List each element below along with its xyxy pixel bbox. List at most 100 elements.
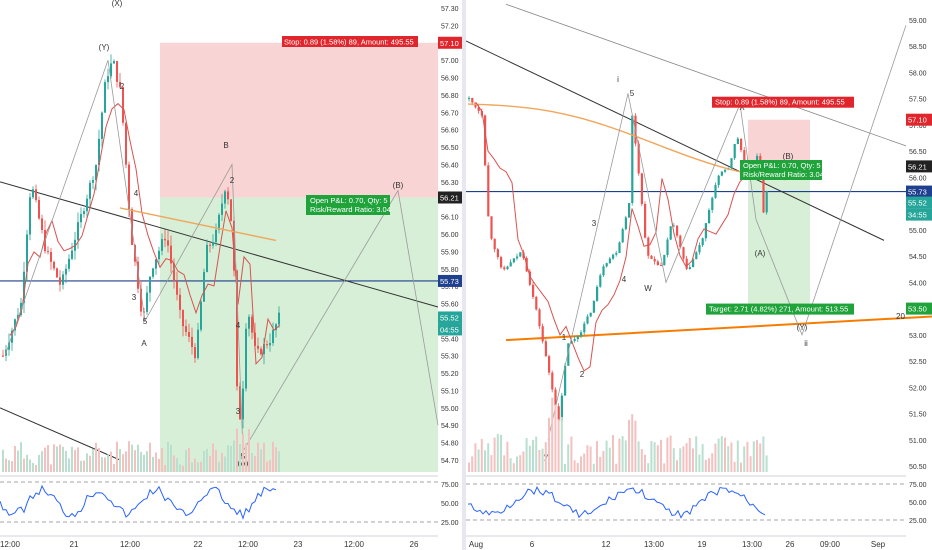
right-wave-label: 1 bbox=[562, 333, 567, 342]
right-candle bbox=[490, 216, 493, 239]
right-volume-bar bbox=[676, 460, 678, 472]
left-volume-bar bbox=[206, 448, 208, 472]
left-volume-bar bbox=[233, 440, 235, 472]
left-wave-label: A bbox=[141, 339, 147, 348]
right-candle bbox=[554, 389, 557, 407]
right-channel-line[interactable] bbox=[505, 3, 907, 147]
right-countdown-tag-bg bbox=[906, 208, 932, 221]
left-osc-tick: 25.00 bbox=[441, 520, 459, 527]
right-volume-bar bbox=[548, 417, 550, 472]
right-volume-bar bbox=[682, 446, 685, 472]
left-candle bbox=[161, 239, 163, 251]
right-osc-tick: 75.00 bbox=[909, 482, 927, 489]
right-orange-trendline[interactable] bbox=[505, 315, 932, 342]
right-volume-bar bbox=[516, 456, 518, 472]
left-candle bbox=[140, 288, 142, 312]
left-volume-bar bbox=[35, 465, 37, 472]
right-candle bbox=[615, 253, 618, 255]
left-volume-bar bbox=[86, 453, 88, 472]
right-volume-bar bbox=[660, 439, 662, 472]
right-candle bbox=[740, 138, 743, 151]
left-volume-bar bbox=[89, 455, 91, 472]
right-volume-bar bbox=[736, 440, 739, 472]
left-wave-label: (X) bbox=[112, 0, 123, 8]
pane-divider[interactable] bbox=[462, 0, 466, 550]
right-time-label: 09:00 bbox=[820, 540, 841, 549]
left-candle bbox=[152, 268, 154, 277]
right-trendline[interactable] bbox=[466, 40, 885, 241]
right-price-tick: 58.00 bbox=[909, 70, 927, 77]
right-volume-bar bbox=[653, 442, 656, 472]
left-candle bbox=[227, 191, 229, 200]
right-candle bbox=[471, 97, 474, 103]
left-price-tick: 57.00 bbox=[441, 58, 459, 65]
right-candle bbox=[500, 257, 503, 268]
right-volume-bar bbox=[487, 443, 490, 472]
right-candle bbox=[695, 252, 698, 260]
left-candle bbox=[35, 189, 37, 200]
left-chart-panel[interactable]: 57.30 57.20 57.10 57.00 56.90 56.80 56.70 56.60… bbox=[0, 0, 462, 550]
left-candle bbox=[62, 274, 64, 285]
left-stop-label-bg[interactable] bbox=[282, 36, 418, 47]
left-candle bbox=[116, 61, 118, 82]
right-target-zone[interactable] bbox=[748, 166, 810, 309]
left-target-zone[interactable] bbox=[160, 197, 438, 472]
right-target-label: Target: 2.71 (4.82%) 271, Amount: 513.55 bbox=[709, 305, 848, 314]
left-candle bbox=[104, 82, 106, 113]
right-stop-zone[interactable] bbox=[748, 119, 810, 167]
right-price-tick: 55.00 bbox=[909, 228, 927, 235]
right-candle bbox=[496, 249, 499, 258]
left-volume-bar bbox=[26, 454, 28, 472]
right-candle bbox=[506, 266, 509, 270]
right-time-label: 19 bbox=[698, 540, 707, 549]
left-stop-price-tag: 57.10 bbox=[440, 39, 459, 48]
right-volume-bar bbox=[596, 441, 598, 472]
left-volume-bar bbox=[137, 444, 139, 472]
right-candle bbox=[535, 296, 538, 310]
left-price-tick: 56.10 bbox=[441, 215, 459, 222]
right-volume-bar bbox=[567, 444, 570, 472]
left-trendline[interactable] bbox=[0, 181, 439, 308]
right-position-label-bg[interactable] bbox=[740, 160, 822, 180]
right-volume-bar bbox=[640, 449, 643, 472]
right-wave-label: ii bbox=[804, 339, 808, 348]
left-volume-bar bbox=[110, 451, 112, 472]
right-volume-bar bbox=[711, 453, 714, 472]
left-candle bbox=[95, 165, 97, 181]
left-volume-bar bbox=[134, 450, 136, 472]
left-position-label-bg[interactable] bbox=[306, 195, 390, 215]
left-stop-zone[interactable] bbox=[160, 42, 438, 198]
left-candle bbox=[275, 324, 277, 331]
left-volume-bar bbox=[239, 443, 241, 472]
right-candle bbox=[666, 239, 669, 255]
right-osc-line bbox=[467, 486, 766, 519]
right-volume-bar bbox=[605, 440, 608, 472]
right-candle bbox=[708, 210, 711, 224]
right-chart-canvas[interactable]: 59.0058.5058.0057.5057.0056.5056.0055.50… bbox=[466, 0, 932, 550]
left-chart-canvas[interactable]: 57.30 57.20 57.10 57.00 56.90 56.80 56.70 56.60… bbox=[0, 0, 462, 550]
right-candle bbox=[557, 406, 560, 421]
right-target-label-bg[interactable] bbox=[706, 303, 854, 315]
right-volume-bar bbox=[576, 462, 579, 472]
left-volume-bar bbox=[221, 452, 223, 472]
left-candle bbox=[137, 261, 139, 289]
right-candle bbox=[580, 332, 583, 337]
left-candle bbox=[122, 87, 124, 123]
left-countdown-tag: 04:55 bbox=[440, 325, 459, 334]
right-volume-bar bbox=[765, 455, 768, 472]
left-ma-orange bbox=[119, 207, 277, 242]
right-candle bbox=[541, 326, 544, 342]
left-price-tick: 55.80 bbox=[441, 267, 459, 274]
right-candle bbox=[596, 286, 599, 301]
right-chart-panel[interactable]: 59.0058.5058.0057.5057.0056.5056.0055.50… bbox=[466, 0, 932, 550]
left-volume-bar bbox=[236, 428, 238, 472]
right-volume-bar bbox=[756, 440, 758, 472]
right-price-axis[interactable] bbox=[906, 0, 932, 550]
right-price-tick: 57.50 bbox=[909, 97, 927, 104]
left-price-tick: 56.00 bbox=[441, 232, 459, 239]
left-wave-label: 4 bbox=[134, 189, 139, 198]
left-volume-bar bbox=[116, 441, 118, 472]
left-last-price-tag-bg bbox=[438, 311, 462, 324]
left-volume-bar bbox=[53, 444, 55, 472]
right-stop-label-bg[interactable] bbox=[712, 96, 854, 108]
